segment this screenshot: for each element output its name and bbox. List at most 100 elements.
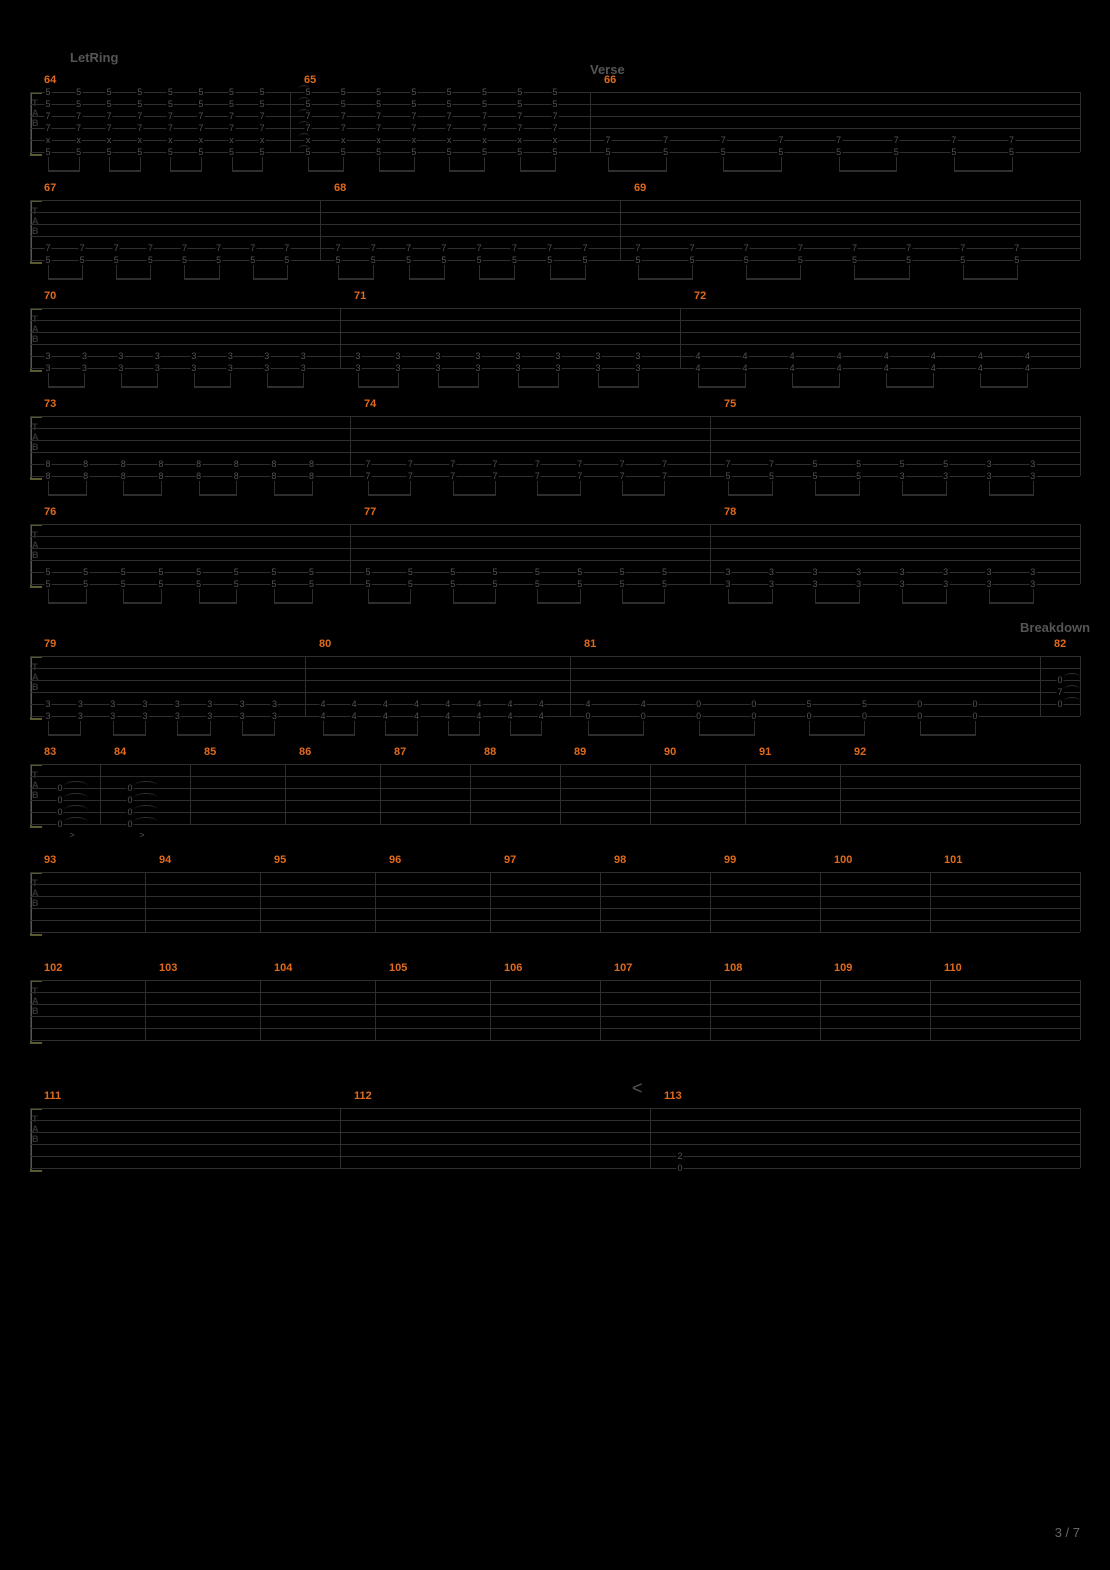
fret-number: 3 [1029, 471, 1036, 481]
fret-number: 3 [300, 363, 307, 373]
beam [267, 386, 303, 388]
fret-number: 7 [136, 111, 143, 121]
fret-number: 5 [634, 255, 641, 265]
fret-number: 4 [836, 351, 843, 361]
fret-number: 4 [694, 351, 701, 361]
fret-number: 0 [126, 807, 133, 817]
barline [145, 872, 146, 932]
fret-number: x [552, 135, 559, 145]
fret-number: 4 [507, 711, 514, 721]
staff-line [30, 1108, 1080, 1109]
fret-number: 4 [382, 699, 389, 709]
fret-number: 3 [354, 363, 361, 373]
fret-number: 5 [905, 255, 912, 265]
staff-line [30, 656, 1080, 657]
staff-line [30, 572, 1080, 573]
fret-number: 5 [375, 147, 382, 157]
measure-number: 73 [44, 398, 56, 410]
fret-number: 3 [239, 699, 246, 709]
fret-number: 5 [334, 255, 341, 265]
fret-number: 5 [44, 567, 51, 577]
tab-clef-label: TAB [32, 98, 39, 128]
tie [1064, 697, 1080, 702]
beam [121, 386, 157, 388]
fret-number: 3 [724, 579, 731, 589]
fret-number: 5 [407, 579, 414, 589]
beam [242, 734, 274, 736]
measure-number: 101 [944, 854, 962, 866]
tie [298, 85, 310, 90]
fret-number: 5 [449, 567, 456, 577]
fret-number: 5 [604, 147, 611, 157]
fret-number: 5 [157, 567, 164, 577]
fret-number: 5 [959, 255, 966, 265]
barline [1080, 980, 1081, 1040]
barline [600, 872, 601, 932]
fret-number: x [228, 135, 235, 145]
fret-number: 5 [797, 255, 804, 265]
fret-number: 4 [1024, 351, 1031, 361]
fret-number: x [411, 135, 418, 145]
beam [954, 170, 1012, 172]
fret-number: 5 [75, 99, 82, 109]
fret-number: 5 [743, 255, 750, 265]
fret-number: 5 [410, 99, 417, 109]
fret-number: 0 [806, 711, 813, 721]
beam [48, 494, 86, 496]
measure-number: 74 [364, 398, 376, 410]
accent-icon: > [138, 830, 145, 840]
barline [100, 764, 101, 824]
beam [116, 278, 150, 280]
barline [745, 764, 746, 824]
fret-number: 7 [797, 243, 804, 253]
fret-number: 3 [206, 711, 213, 721]
fret-number: 5 [147, 255, 154, 265]
fret-number: 7 [197, 111, 204, 121]
fret-number: 5 [481, 99, 488, 109]
barline [1080, 308, 1081, 368]
fret-number: 8 [44, 471, 51, 481]
fret-number: 5 [136, 87, 143, 97]
measure-number: 67 [44, 182, 56, 194]
barline [30, 656, 31, 716]
fret-number: 4 [413, 711, 420, 721]
fret-number: 5 [806, 699, 813, 709]
fret-number: 5 [370, 255, 377, 265]
fret-number: 5 [812, 459, 819, 469]
fret-number: 7 [44, 123, 51, 133]
fret-number: 5 [283, 255, 290, 265]
fret-number: 7 [576, 459, 583, 469]
fret-number: 5 [661, 579, 668, 589]
fret-number: 8 [195, 471, 202, 481]
fret-number: 5 [855, 459, 862, 469]
fret-number: 5 [582, 255, 589, 265]
fret-number: 4 [319, 711, 326, 721]
fret-number: 5 [446, 87, 453, 97]
beam [368, 602, 410, 604]
fret-number: 8 [233, 459, 240, 469]
fret-number: 3 [190, 351, 197, 361]
barline [560, 764, 561, 824]
fret-number: 4 [883, 351, 890, 361]
fret-number: 7 [147, 243, 154, 253]
fret-number: 5 [195, 579, 202, 589]
fret-number: 5 [942, 459, 949, 469]
fret-number: 5 [75, 147, 82, 157]
fret-number: 3 [44, 351, 51, 361]
beam [963, 278, 1017, 280]
beam [48, 386, 84, 388]
fret-number: 5 [446, 99, 453, 109]
beam [902, 602, 946, 604]
fret-number: 7 [334, 243, 341, 253]
fret-number: 5 [364, 579, 371, 589]
measure-number: 75 [724, 398, 736, 410]
barline [1080, 92, 1081, 152]
staff-line [30, 896, 1080, 897]
beam [699, 734, 754, 736]
fret-number: 8 [120, 471, 127, 481]
beam [698, 386, 745, 388]
barline [840, 764, 841, 824]
beam [550, 278, 585, 280]
fret-number: x [198, 135, 205, 145]
barline [1080, 656, 1081, 716]
